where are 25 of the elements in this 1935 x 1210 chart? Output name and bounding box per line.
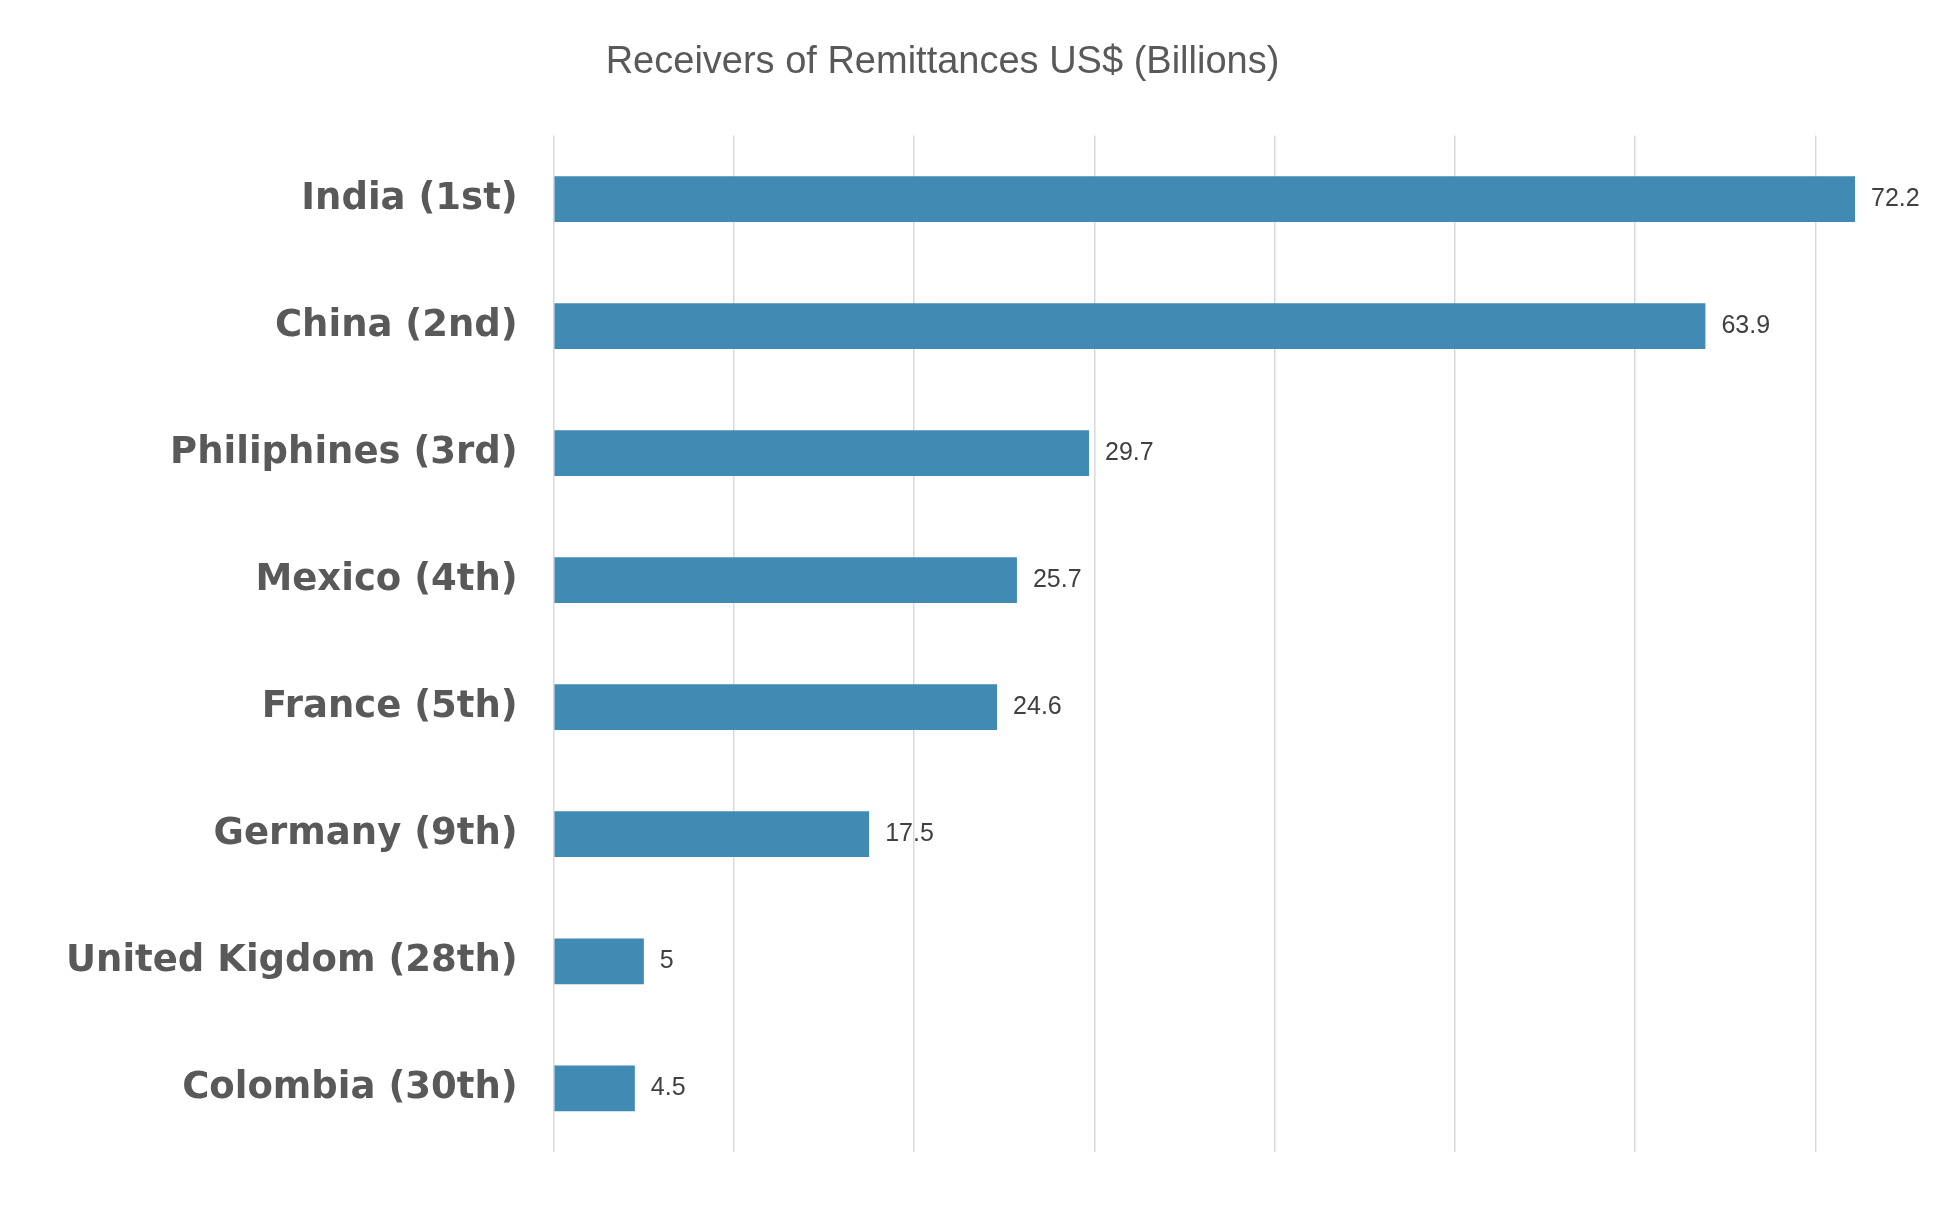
- bar: [554, 176, 1855, 222]
- data-label: 4.5: [650, 1072, 686, 1101]
- bar: [554, 938, 644, 985]
- y-tick-label: Germany (9th): [213, 809, 518, 853]
- y-tick-label: Philiphines (3rd): [170, 428, 518, 472]
- y-tick-label: China (2nd): [274, 301, 518, 345]
- data-label: 5: [659, 945, 674, 974]
- bar: [554, 303, 1706, 349]
- data-label: 17.5: [885, 818, 934, 847]
- y-tick-label: Mexico (4th): [255, 555, 518, 599]
- data-label: 72.2: [1871, 183, 1920, 211]
- y-tick-label: France (5th): [261, 682, 518, 726]
- bar: [554, 811, 870, 858]
- data-label: 24.6: [1013, 691, 1062, 720]
- data-label: 63.9: [1721, 310, 1771, 339]
- bar: [554, 557, 1017, 604]
- bar: [554, 684, 998, 731]
- bar: [554, 430, 1090, 477]
- data-label: 25.7: [1032, 564, 1082, 593]
- y-tick-label: United Kigdom (28th): [66, 936, 518, 980]
- data-label: 29.7: [1105, 437, 1154, 466]
- y-tick-label: India (1st): [301, 174, 518, 218]
- bar: [554, 1065, 635, 1112]
- chart-title: Receivers of Remittances US$ (Billions): [605, 39, 1280, 82]
- y-tick-label: Colombia (30th): [182, 1063, 518, 1107]
